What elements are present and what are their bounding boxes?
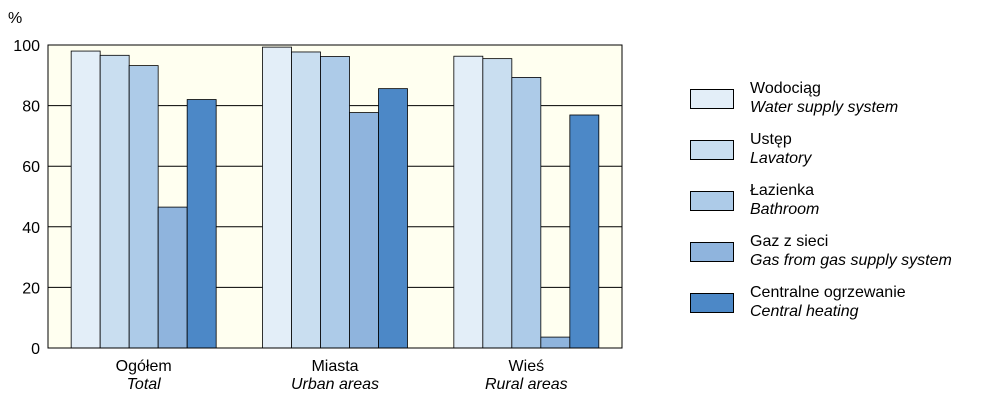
legend-label-en: Bathroom — [750, 201, 820, 218]
legend-label: Wodociąg Water supply system — [750, 79, 898, 117]
bar — [186, 99, 217, 349]
x-category-label: Ogółem — [116, 358, 172, 375]
x-category-sublabel: Rural areas — [485, 376, 568, 393]
legend-swatch — [690, 140, 734, 160]
bar — [157, 206, 188, 349]
y-tick-label: 80 — [22, 99, 40, 116]
legend-label-en: Lavatory — [750, 150, 812, 167]
bar — [99, 54, 130, 349]
x-category-sublabel: Urban areas — [291, 376, 379, 393]
y-axis-ticks: 0 20 40 60 80 100 — [13, 38, 40, 358]
legend: Wodociąg Water supply system Ustęp Lavatory… — [690, 80, 1005, 338]
legend-label-pl: Centralne ogrzewanie — [750, 284, 906, 301]
legend-label-pl: Wodociąg — [750, 80, 821, 97]
legend-swatch — [690, 89, 734, 109]
legend-label-en: Gas from gas supply system — [750, 252, 952, 269]
legend-label-en: Water supply system — [750, 99, 899, 116]
legend-item: Łazienka Bathroom — [690, 182, 1005, 236]
bar — [482, 58, 513, 349]
bar — [569, 114, 600, 349]
bar — [291, 51, 321, 349]
legend-label: Centralne ogrzewanie Central heating — [750, 283, 906, 321]
legend-label: Ustęp Lavatory — [750, 130, 811, 168]
legend-swatch — [690, 242, 734, 262]
bar — [511, 77, 542, 349]
bar — [349, 112, 379, 349]
x-category-label: Wieś — [509, 358, 545, 375]
bar — [540, 336, 571, 349]
bar — [378, 88, 408, 349]
legend-swatch — [690, 293, 734, 313]
y-axis-label: % — [8, 10, 22, 27]
legend-label-pl: Gaz z sieci — [750, 233, 829, 250]
bar — [262, 46, 292, 349]
bar — [453, 55, 484, 349]
legend-swatch — [690, 191, 734, 211]
bars — [70, 46, 600, 349]
legend-item: Centralne ogrzewanie Central heating — [690, 284, 1005, 338]
y-tick-label: 20 — [22, 280, 40, 297]
plot-frame — [47, 44, 623, 349]
bar — [128, 65, 159, 349]
legend-label-pl: Łazienka — [750, 182, 815, 199]
y-tick-label: 60 — [22, 159, 40, 176]
y-tick-label: 100 — [13, 38, 40, 55]
x-category-sublabel: Total — [127, 376, 162, 393]
legend-label: Gaz z sieci Gas from gas supply system — [750, 232, 952, 270]
legend-item: Wodociąg Water supply system — [690, 80, 1005, 134]
legend-label-pl: Ustęp — [750, 131, 792, 148]
y-tick-label: 40 — [22, 220, 40, 237]
x-category-label: Miasta — [311, 358, 358, 375]
bar — [320, 56, 350, 349]
legend-item: Gaz z sieci Gas from gas supply system — [690, 233, 1005, 287]
legend-label-en: Central heating — [750, 303, 859, 320]
legend-label: Łazienka Bathroom — [750, 181, 819, 219]
bar — [70, 50, 101, 349]
y-tick-label: 0 — [31, 341, 40, 358]
legend-item: Ustęp Lavatory — [690, 131, 1005, 185]
